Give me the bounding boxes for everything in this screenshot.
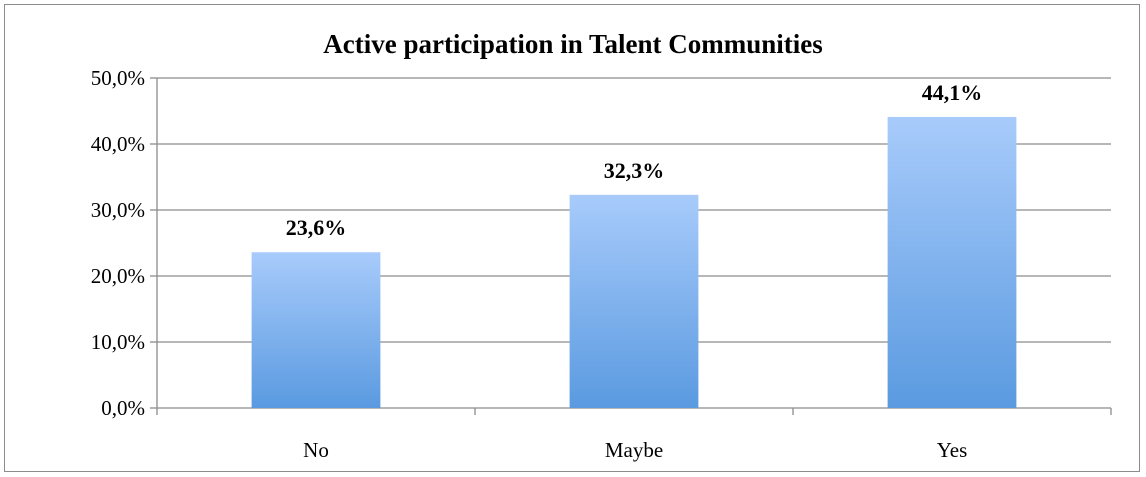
category-label-no: No — [303, 438, 329, 462]
data-label-no: 23,6% — [286, 215, 347, 240]
y-axis-tick-labels: 0,0% 10,0% 20,0% 30,0% 40,0% 50,0% — [91, 66, 145, 420]
y-tick-label: 10,0% — [91, 330, 145, 354]
category-label-maybe: Maybe — [605, 438, 663, 462]
bar-maybe — [569, 194, 699, 408]
y-tick-label: 40,0% — [91, 132, 145, 156]
bars — [251, 116, 1017, 408]
y-tick-label: 50,0% — [91, 66, 145, 90]
y-tick-label: 0,0% — [101, 396, 145, 420]
data-label-yes: 44,1% — [922, 80, 983, 105]
data-labels: 23,6% 32,3% 44,1% — [286, 80, 983, 240]
bar-yes — [887, 116, 1017, 408]
chart-title: Active participation in Talent Communiti… — [323, 29, 823, 59]
bar-no — [251, 252, 381, 408]
y-tick-label: 20,0% — [91, 264, 145, 288]
category-label-yes: Yes — [937, 438, 968, 462]
y-tick-label: 30,0% — [91, 198, 145, 222]
x-axis-category-labels: No Maybe Yes — [303, 438, 967, 462]
data-label-maybe: 32,3% — [604, 158, 665, 183]
